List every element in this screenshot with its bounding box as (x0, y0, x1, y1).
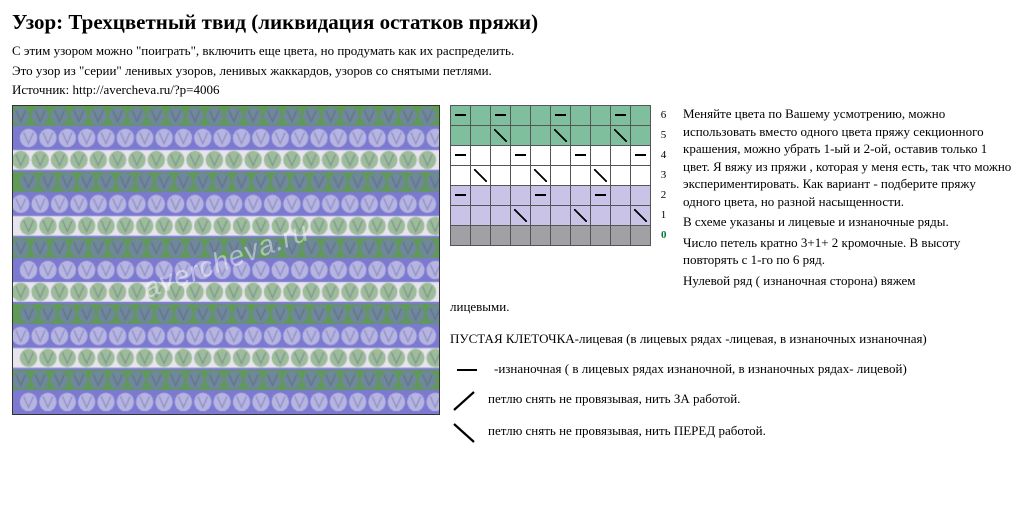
description-block: Меняйте цвета по Вашему усмотрению, можн… (683, 105, 1012, 292)
intro-line: Это узор из "серии" ленивых узоров, лени… (12, 62, 1012, 80)
intro-line: Источник: http://avercheva.ru/?p=4006 (12, 81, 1012, 99)
diag-icon (450, 390, 478, 412)
desc-para: В схеме указаны и лицевые и изнаночные р… (683, 213, 1012, 231)
intro-line: С этим узором можно "поиграть", включить… (12, 42, 1012, 60)
intro-block: С этим узором можно "поиграть", включить… (12, 42, 1012, 99)
legend-intro: ПУСТАЯ КЛЕТОЧКА-лицевая (в лицевых рядах… (450, 330, 1012, 348)
desc-para: Меняйте цвета по Вашему усмотрению, можн… (683, 105, 1012, 210)
legend-text: петлю снять не провязывая, нить ПЕРЕД ра… (488, 422, 766, 440)
desc-para: Число петель кратно 3+1+ 2 кромочные. В … (683, 234, 1012, 269)
dash-icon (450, 360, 484, 380)
legend-block: ПУСТАЯ КЛЕТОЧКА-лицевая (в лицевых рядах… (450, 330, 1012, 454)
diag2-icon (450, 422, 478, 444)
knitting-photo: avercheva.ru (12, 105, 440, 415)
legend-item-slip-front: петлю снять не провязывая, нить ПЕРЕД ра… (450, 422, 1012, 444)
legend-text: петлю снять не провязывая, нить ЗА работ… (488, 390, 740, 408)
legend-text: -изнаночная ( в лицевых рядах изнаночной… (494, 360, 907, 378)
legend-item-slip-back: петлю снять не провязывая, нить ЗА работ… (450, 390, 1012, 412)
desc-para: Нулевой ряд ( изнаночная сторона) вяжем (683, 272, 1012, 290)
page-title: Узор: Трехцветный твид (ликвидация остат… (12, 8, 1012, 36)
desc-below: лицевыми. (450, 298, 1012, 316)
stitch-chart: 6543210 (450, 105, 671, 246)
legend-item-dash: -изнаночная ( в лицевых рядах изнаночной… (450, 360, 1012, 380)
